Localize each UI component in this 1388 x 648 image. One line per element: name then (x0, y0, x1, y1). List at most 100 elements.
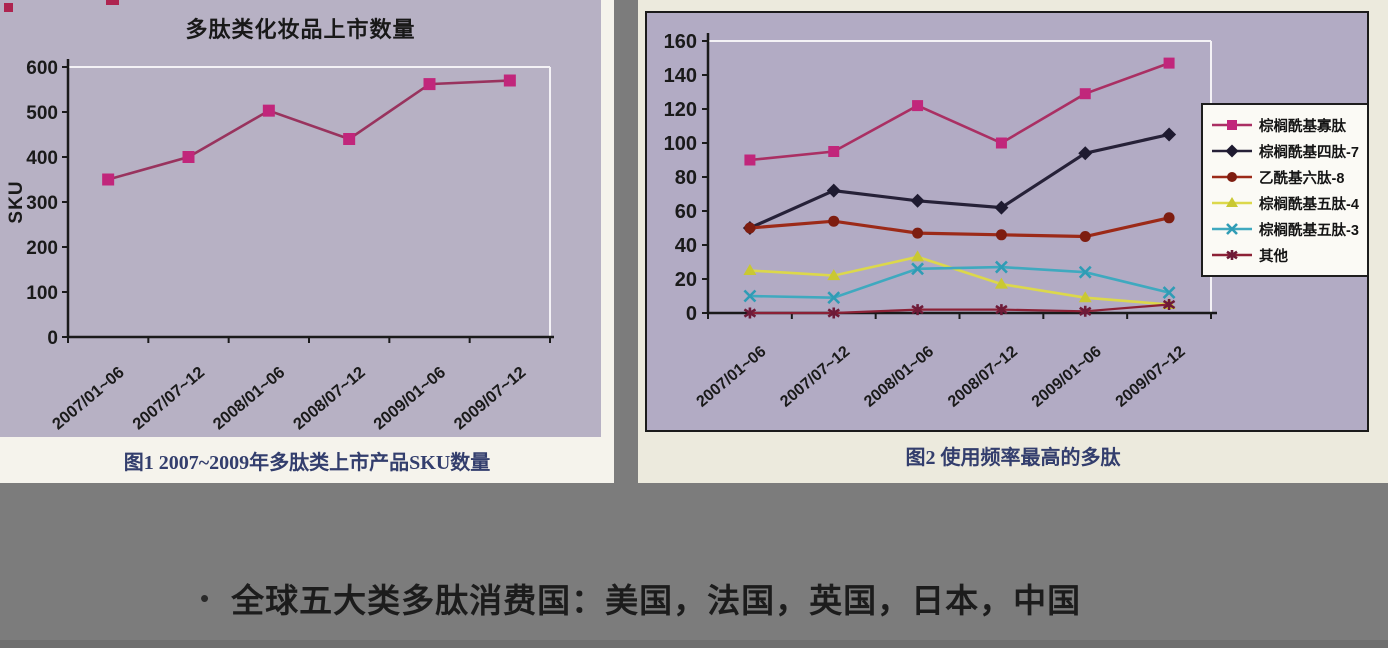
series-line (749, 303, 1170, 315)
x-tick-label: 2007/07~12 (777, 343, 853, 411)
x-tick-label: 2009/07~12 (1113, 343, 1189, 411)
marker-x (1226, 223, 1238, 235)
x-tick-label: 2009/07~12 (451, 363, 530, 433)
y-tick-label: 600 (26, 58, 58, 79)
y-tick-label: 80 (675, 167, 697, 189)
bullet-icon: • (200, 583, 210, 613)
marker-circle (1163, 212, 1175, 224)
y-tick-label: 200 (26, 238, 58, 259)
marker-x (1078, 265, 1092, 279)
legend-label: 棕榈酰基寡肽 (1259, 118, 1346, 135)
x-tick-label: 2007/07~12 (129, 363, 208, 433)
x-tick-label: 2009/01~06 (370, 363, 449, 433)
y-tick-label: 300 (26, 193, 58, 214)
marker-circle (1079, 231, 1091, 242)
marker-asterisk (743, 307, 757, 319)
marker-diamond (994, 200, 1009, 215)
legend-label: 棕榈酰基四肽-7 (1259, 144, 1359, 161)
scan-artifact (4, 3, 13, 12)
marker-triangle (743, 264, 757, 275)
y-tick-label: 0 (686, 303, 697, 325)
marker-x (911, 262, 925, 276)
series-line (107, 79, 510, 181)
legend-marker (1212, 120, 1252, 130)
y-tick-label: 100 (26, 283, 58, 304)
series-line (749, 61, 1170, 162)
marker-diamond (1078, 146, 1093, 161)
y-tick-label: 100 (664, 133, 697, 155)
marker-asterisk (995, 304, 1008, 316)
legend-item: 棕榈酰基寡肽 (1211, 112, 1361, 138)
x-tick-label: 2008/01~06 (861, 343, 937, 411)
y-tick-label: 20 (675, 269, 697, 291)
legend-marker (1212, 172, 1252, 182)
marker-square (912, 100, 924, 112)
marker-x (994, 260, 1008, 274)
x-tick-label: 2008/07~12 (290, 363, 369, 433)
series-line (749, 255, 1170, 306)
marker-square (262, 104, 275, 117)
legend-item: 乙酰基六肽-8 (1211, 164, 1361, 190)
legend-item: 棕榈酰基五肽-3 (1211, 216, 1361, 242)
marker-asterisk (1162, 299, 1176, 310)
marker-circle (912, 227, 924, 239)
marker-circle (828, 215, 840, 227)
figure2-caption: 图2 使用频率最高的多肽 (905, 447, 1121, 469)
x-tick-label: 2007/01~06 (693, 343, 769, 411)
marker-asterisk (1226, 250, 1238, 260)
marker-diamond (910, 193, 925, 208)
marker-circle (1227, 172, 1237, 182)
legend-label: 乙酰基六肽-8 (1259, 170, 1345, 187)
legend-marker (1212, 197, 1252, 207)
bullet-text: 全球五大类多肽消费国：美国，法国，英国，日本，中国 (231, 582, 1082, 619)
marker-square (995, 137, 1007, 149)
marker-asterisk (1079, 305, 1092, 317)
marker-square (182, 151, 195, 163)
marker-triangle (1226, 197, 1238, 207)
y-tick-label: 120 (664, 99, 697, 121)
figure1-panel: 0 100 200 300 400 500 600 2007/01~06 2007/07~12 2… (0, 0, 614, 483)
marker-square (828, 146, 840, 157)
legend-item: 其他 (1211, 242, 1361, 268)
y-tick-label: 60 (675, 201, 697, 223)
series-line (749, 216, 1170, 239)
marker-triangle (1078, 291, 1092, 303)
marker-circle (995, 229, 1007, 241)
legend-marker (1212, 250, 1252, 260)
marker-asterisk (911, 304, 924, 316)
figure2-legend: 棕榈酰基寡肽 棕榈酰基四肽-7 乙酰基六肽-8 棕榈酰基五肽-4 棕榈酰基五肽-3 其他 (1201, 103, 1369, 277)
marker-square (102, 173, 115, 186)
legend-label: 棕榈酰基五肽-4 (1259, 196, 1359, 213)
series-line (749, 265, 1170, 300)
marker-square (744, 154, 756, 166)
x-tick-label: 2008/01~06 (210, 363, 289, 433)
series-line (749, 132, 1170, 230)
figure2-chart-box: 0 20 40 60 80 100 120 140 160 2007/01~06 2007/07~1… (645, 11, 1369, 432)
marker-x (827, 291, 841, 305)
x-tick-label: 2008/07~12 (945, 343, 1021, 411)
y-tick-label: 40 (675, 235, 697, 257)
marker-triangle (911, 250, 925, 262)
figure1-caption: 图1 2007~2009年多肽类上市产品SKU数量 (123, 452, 491, 474)
figure2-panel: 0 20 40 60 80 100 120 140 160 2007/01~06 2007/07~1… (638, 0, 1388, 483)
scan-artifact (106, 0, 119, 5)
legend-label: 棕榈酰基五肽-3 (1259, 222, 1359, 239)
y-tick-label: 400 (26, 148, 58, 169)
marker-x (1162, 286, 1176, 300)
marker-square (423, 78, 436, 91)
bullet-point: • 全球五大类多肽消费国：美国，法国，英国，日本，中国 (200, 574, 1081, 622)
marker-square (503, 74, 516, 87)
marker-diamond (1162, 127, 1177, 142)
y-tick-label: 500 (26, 103, 58, 124)
marker-circle (744, 222, 756, 234)
marker-diamond (1225, 144, 1239, 158)
marker-diamond (826, 183, 841, 198)
y-tick-label: 160 (664, 31, 697, 53)
marker-square (343, 133, 356, 145)
figure1-plot-background (0, 0, 601, 437)
marker-triangle (994, 277, 1008, 289)
marker-asterisk (827, 307, 840, 319)
marker-x (743, 289, 757, 303)
x-tick-label: 2007/01~06 (49, 363, 128, 433)
